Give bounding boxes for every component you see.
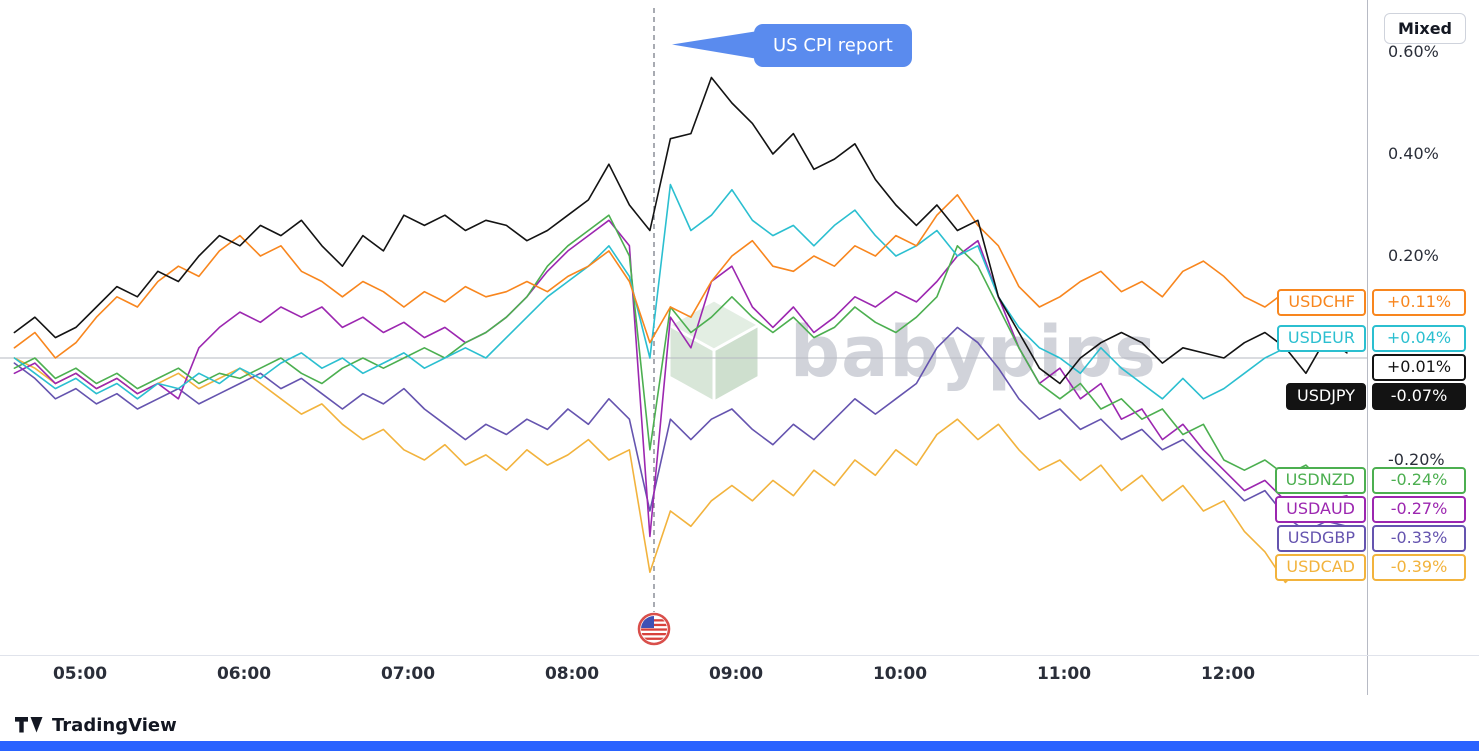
cpi-callout: US CPI report bbox=[754, 24, 912, 67]
mixed-status-text: Mixed bbox=[1397, 19, 1452, 38]
pair-label-usdjpy: USDJPY bbox=[1286, 382, 1366, 410]
price-tick--0.20%: -0.20% bbox=[1388, 450, 1445, 469]
price-axis[interactable]: Mixed 0.60% 0.40% 0.20% -0.20% +0.11% +0.04%… bbox=[1367, 0, 1479, 695]
time-label-0700: 07:00 bbox=[380, 664, 436, 684]
price-tick-0.20%: 0.20% bbox=[1388, 246, 1439, 265]
time-label-0600: 06:00 bbox=[216, 664, 272, 684]
pair-label-usdnzd: USDNZD bbox=[1274, 467, 1366, 495]
time-label-0500: 05:00 bbox=[52, 664, 108, 684]
series-usdgbp-line bbox=[13, 326, 1348, 533]
pair-label-usdaud: USDAUD bbox=[1275, 496, 1366, 524]
plot-area[interactable]: babypips US CPI report USDCHF USDEUR USDJP… bbox=[0, 0, 1367, 655]
tradingview-wordmark: TradingView bbox=[52, 714, 177, 736]
pair-label-usdeur: USDEUR bbox=[1276, 324, 1366, 352]
chart-canvas[interactable] bbox=[0, 0, 1367, 655]
basket-change-label: +0.01% bbox=[1372, 353, 1466, 381]
pair-label-usdchf: USDCHF bbox=[1277, 288, 1366, 316]
mixed-status-badge: Mixed bbox=[1383, 13, 1466, 44]
time-axis[interactable]: 05:00 06:00 07:00 08:00 09:00 10:00 11:00 12:00 bbox=[0, 656, 1367, 696]
price-tick-0.60%: 0.60% bbox=[1388, 42, 1439, 61]
price-value-usdnzd: -0.24% bbox=[1372, 467, 1466, 495]
tradingview-mark-icon bbox=[15, 716, 43, 732]
time-label-0800: 08:00 bbox=[544, 664, 600, 684]
cpi-callout-text: US CPI report bbox=[773, 35, 893, 56]
pair-label-usdcad: USDCAD bbox=[1275, 554, 1366, 582]
time-label-1100: 11:00 bbox=[1036, 664, 1092, 684]
series-usdaud-line bbox=[13, 219, 1348, 538]
series-usdnzd-line bbox=[13, 214, 1348, 487]
time-label-0900: 09:00 bbox=[708, 664, 764, 684]
price-value-usdchf: +0.11% bbox=[1372, 288, 1466, 316]
pair-label-usdgbp: USDGBP bbox=[1276, 525, 1366, 553]
tradingview-logo[interactable]: TradingView bbox=[15, 715, 177, 736]
series-usdjpy-line bbox=[13, 76, 1348, 385]
price-value-usdeur: +0.04% bbox=[1372, 324, 1466, 352]
footer: TradingView bbox=[15, 712, 177, 738]
time-label-1000: 10:00 bbox=[872, 664, 928, 684]
price-value-usdcad: -0.39% bbox=[1372, 554, 1466, 582]
price-tick-0.40%: 0.40% bbox=[1388, 144, 1439, 163]
series-usdeur-line bbox=[13, 183, 1348, 400]
time-axis-separator bbox=[0, 655, 1479, 656]
us-flag-icon bbox=[637, 612, 671, 646]
price-value-usdaud: -0.27% bbox=[1372, 496, 1466, 524]
bottom-accent-bar bbox=[0, 741, 1479, 751]
price-value-usdgbp: -0.33% bbox=[1372, 525, 1466, 553]
series-usdcad-line bbox=[13, 357, 1348, 584]
price-value-usdjpy: -0.07% bbox=[1372, 382, 1466, 410]
time-label-1200: 12:00 bbox=[1200, 664, 1256, 684]
